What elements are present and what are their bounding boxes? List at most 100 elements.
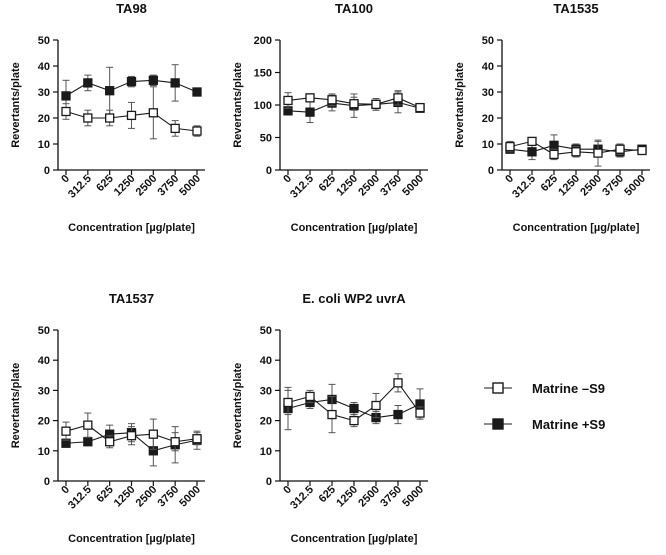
y-tick-label: 50 bbox=[482, 35, 494, 47]
data-point bbox=[283, 95, 293, 106]
series-matrine-minus-s9 bbox=[505, 136, 647, 167]
y-tick-label: 40 bbox=[482, 61, 494, 73]
legend-entry: Matrine –S9 bbox=[484, 381, 605, 396]
y-tick-label: 40 bbox=[260, 355, 272, 367]
x-tick-label: 1250 bbox=[334, 484, 360, 510]
data-point bbox=[83, 420, 93, 430]
data-point bbox=[61, 426, 71, 436]
x-axis-label: Concentration [µg/plate] bbox=[291, 533, 418, 545]
data-point bbox=[593, 148, 603, 158]
y-tick-label: 10 bbox=[38, 446, 50, 458]
x-tick-label: 312.5 bbox=[288, 484, 316, 512]
legend-entry: Matrine +S9 bbox=[484, 417, 605, 432]
data-point bbox=[349, 403, 359, 414]
series-matrine-minus-s9 bbox=[283, 90, 425, 113]
data-point bbox=[305, 391, 315, 402]
x-tick-label: 1250 bbox=[112, 173, 138, 199]
data-point bbox=[192, 126, 202, 136]
data-point bbox=[371, 400, 381, 411]
series-matrine-minus-s9 bbox=[61, 412, 202, 452]
data-point bbox=[61, 106, 71, 117]
y-tick-label: 150 bbox=[254, 68, 272, 80]
y-tick-label: 30 bbox=[260, 385, 272, 397]
y-axis-label: Revertants/plate bbox=[232, 62, 244, 148]
x-tick-label: 5000 bbox=[177, 173, 203, 199]
x-tick-label: 5000 bbox=[400, 173, 426, 199]
legend: Matrine –S9 Matrine +S9 bbox=[484, 381, 605, 432]
y-tick-label: 30 bbox=[482, 87, 494, 99]
data-point bbox=[549, 140, 559, 150]
data-point bbox=[126, 110, 137, 121]
data-point bbox=[549, 149, 559, 160]
x-tick-label: 2500 bbox=[356, 173, 382, 199]
x-axis-label: Concentration [µg/plate] bbox=[291, 222, 418, 234]
series-matrine-plus-s9 bbox=[61, 64, 202, 115]
x-tick-label: 3750 bbox=[155, 484, 181, 510]
x-tick-label: 2500 bbox=[578, 173, 604, 199]
data-point bbox=[371, 99, 381, 109]
y-tick-label: 10 bbox=[260, 446, 272, 458]
series-matrine-minus-s9 bbox=[283, 373, 425, 434]
chart-title: E. coli WP2 uvrA bbox=[302, 291, 406, 306]
series-matrine-plus-s9 bbox=[283, 383, 425, 431]
y-tick-label: 50 bbox=[260, 133, 272, 145]
y-tick-label: 50 bbox=[38, 325, 50, 337]
data-point bbox=[105, 86, 115, 96]
data-point bbox=[349, 99, 359, 109]
y-tick-label: 50 bbox=[260, 325, 272, 337]
x-tick-label: 1250 bbox=[556, 173, 582, 199]
y-tick-label: 0 bbox=[266, 476, 272, 488]
y-tick-label: 40 bbox=[38, 355, 50, 367]
data-point bbox=[415, 102, 425, 113]
data-point bbox=[83, 113, 93, 123]
x-axis-label: Concentration [µg/plate] bbox=[513, 222, 640, 234]
x-tick-label: 3750 bbox=[155, 173, 181, 199]
legend-marker bbox=[492, 382, 504, 394]
y-tick-label: 10 bbox=[38, 139, 50, 151]
data-point bbox=[105, 113, 115, 123]
y-tick-label: 20 bbox=[482, 113, 494, 125]
y-axis-label: Revertants/plate bbox=[10, 62, 22, 148]
data-point bbox=[393, 409, 403, 420]
x-tick-label: 312.5 bbox=[66, 173, 94, 201]
data-point bbox=[349, 415, 359, 426]
data-point bbox=[170, 123, 180, 134]
y-tick-label: 30 bbox=[38, 385, 50, 397]
y-axis-label: Revertants/plate bbox=[454, 62, 466, 148]
y-tick-label: 50 bbox=[38, 35, 50, 47]
y-tick-label: 0 bbox=[44, 165, 50, 177]
y-tick-label: 0 bbox=[44, 476, 50, 488]
data-point bbox=[527, 147, 537, 157]
data-point bbox=[192, 434, 202, 444]
data-point bbox=[415, 408, 425, 418]
data-point bbox=[170, 437, 180, 447]
series-matrine-minus-s9 bbox=[61, 86, 202, 140]
y-tick-label: 30 bbox=[38, 87, 50, 99]
legend-label: Matrine –S9 bbox=[532, 381, 605, 396]
x-tick-label: 5000 bbox=[400, 484, 426, 510]
legend-marker bbox=[492, 418, 504, 430]
data-point bbox=[126, 76, 137, 87]
data-point bbox=[505, 141, 515, 152]
data-point bbox=[305, 93, 315, 103]
data-point bbox=[327, 95, 337, 105]
x-tick-label: 312.5 bbox=[510, 173, 538, 201]
data-point bbox=[148, 108, 158, 118]
y-axis-label: Revertants/plate bbox=[232, 363, 244, 449]
data-point bbox=[327, 409, 337, 420]
data-point bbox=[192, 87, 202, 97]
data-point bbox=[571, 147, 581, 157]
chart-title: TA100 bbox=[335, 1, 373, 16]
x-tick-label: 2500 bbox=[356, 484, 382, 510]
y-tick-label: 20 bbox=[38, 113, 50, 125]
data-point bbox=[83, 78, 93, 88]
data-point bbox=[615, 144, 625, 154]
data-point bbox=[637, 145, 647, 156]
y-tick-label: 0 bbox=[488, 165, 494, 177]
data-point bbox=[126, 431, 137, 441]
x-axis-label: Concentration [µg/plate] bbox=[68, 533, 195, 545]
